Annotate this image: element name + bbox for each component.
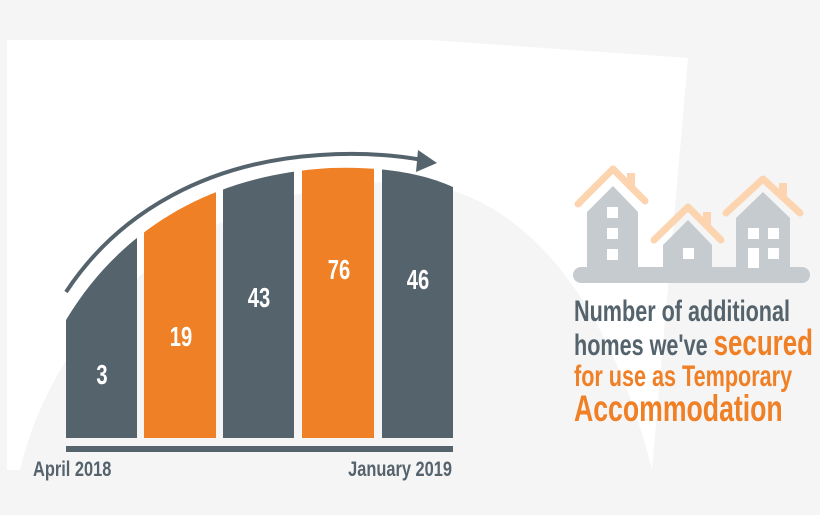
caption-line-4: Accommodation: [574, 388, 783, 429]
bar-5: [382, 167, 453, 438]
bar-4-value: 76: [327, 254, 351, 285]
x-axis-start-label: April 2018: [33, 458, 112, 481]
bar-3-value: 43: [247, 282, 271, 313]
caption-line-2-highlight: secured: [713, 322, 814, 363]
bar-5-value: 46: [406, 264, 430, 295]
trend-arrow-head-icon: [416, 150, 437, 172]
caption-line-1: Number of additional: [574, 295, 790, 328]
bar-3: [223, 167, 294, 438]
caption-line-3: for use as Temporary: [574, 360, 793, 393]
bar-2-value: 19: [169, 321, 193, 352]
bar-1-value: 3: [96, 359, 108, 390]
caption-line-2: homes we've secured: [574, 325, 813, 362]
x-axis-end-label: January 2019: [348, 458, 452, 481]
chart-caption: Number of additional homes we've secured…: [574, 295, 813, 429]
bar-1: [66, 167, 137, 438]
houses-icon: [573, 165, 810, 283]
bar-4: [302, 167, 374, 438]
x-axis-line: [66, 446, 453, 452]
trend-arrow-line: [64, 151, 423, 294]
caption-line-2-gray: homes we've: [574, 329, 714, 362]
